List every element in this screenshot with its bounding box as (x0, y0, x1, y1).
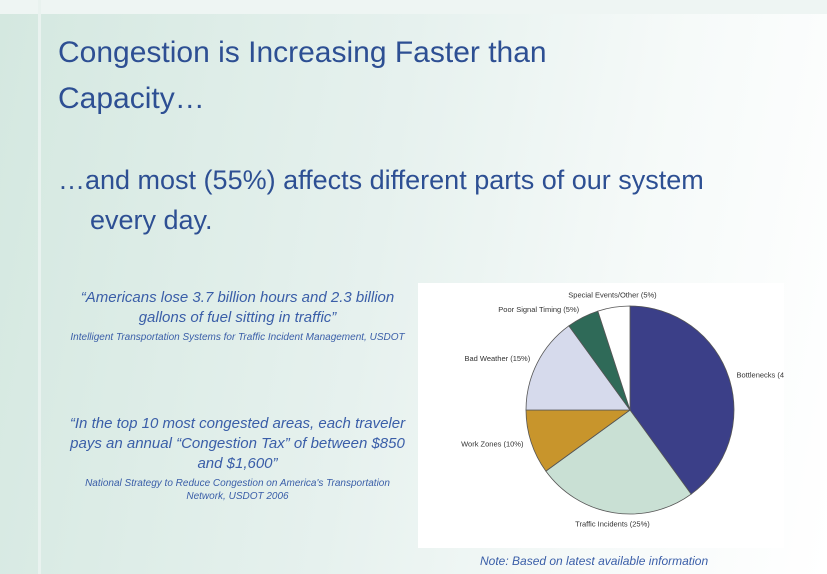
pie-slice (629, 305, 735, 495)
slice-label: Bottlenecks (40%) (737, 370, 784, 379)
top-band (0, 0, 827, 14)
quote-source: Intelligent Transportation Systems for T… (70, 332, 405, 343)
note: Note: Based on latest available informat… (480, 554, 709, 568)
slice-label: Work Zones (10%) (461, 440, 524, 449)
chart: Bottlenecks (40%) Traffic Incidents (25%)… (461, 290, 798, 529)
slice-label: Bad Weather (15%) (464, 354, 530, 363)
slice-label: Traffic Incidents (25%) (575, 520, 650, 529)
quote: “Americans lose 3.7 billion hours and 2.… (65, 288, 410, 344)
slice-label: Poor Signal Timing (5%) (498, 305, 579, 314)
slide-title: Congestion is Increasing Faster than Cap… (58, 36, 547, 115)
quote: “In the top 10 most congested areas, eac… (65, 414, 410, 503)
slice-label: Special Events/Other (5%) (568, 290, 657, 299)
quote-source: National Strategy to Reduce Congestion o… (85, 478, 390, 502)
left-rule (38, 0, 41, 574)
quote-text: “Americans lose 3.7 billion hours and 2.… (80, 289, 395, 326)
quote-text: “In the top 10 most congested areas, eac… (69, 415, 406, 472)
chart-panel: Bottlenecks (40%) Traffic Incidents (25%)… (418, 283, 798, 548)
pie-slice (545, 409, 692, 515)
pie-slice (525, 325, 631, 411)
pie-slice (597, 305, 631, 411)
slide-subtitle: …and most (55%) affects different parts … (58, 165, 704, 235)
